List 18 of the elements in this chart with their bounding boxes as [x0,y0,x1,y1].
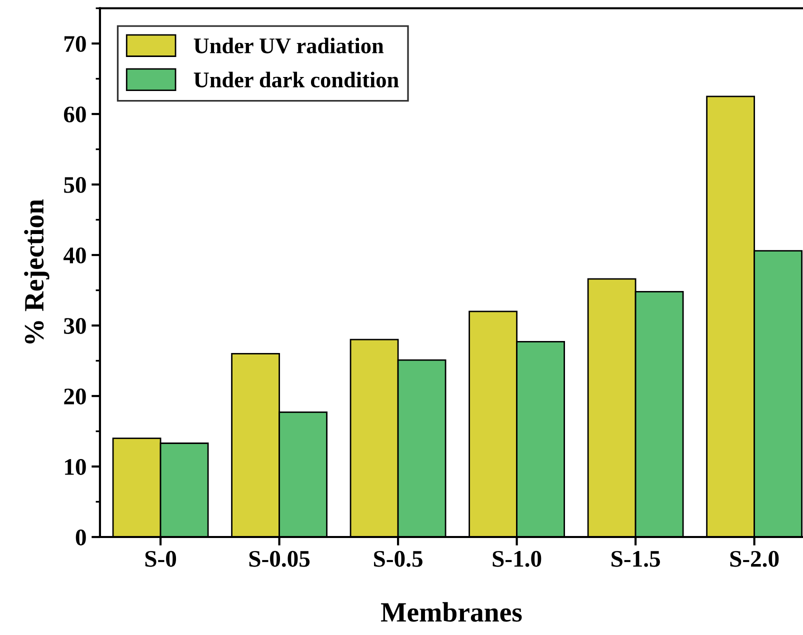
y-tick-label: 60 [64,106,86,122]
y-tick-label: 10 [65,459,86,475]
x-tick-label: S-0.5 [374,550,422,567]
y-tick-label: 70 [64,36,86,52]
legend-label: Under UV radiation [194,38,384,54]
y-axis-title: % Rejection [24,199,50,344]
x-axis-title: Membranes [380,602,522,622]
x-tick-label: S-2.0 [730,550,779,567]
y-tick-label: 50 [64,177,86,193]
y-tick-label: 40 [63,248,86,264]
x-tick-label: S-1.0 [492,550,542,567]
x-tick-label: S-1.5 [612,550,660,567]
y-tick-label: 30 [64,318,86,334]
y-tick-label: 20 [64,388,86,404]
x-tick-label: S-0.05 [249,550,310,567]
x-tick-label: S-0 [145,550,176,567]
legend-label: Under dark condition [194,72,399,88]
y-tick-label: 0 [76,530,86,546]
